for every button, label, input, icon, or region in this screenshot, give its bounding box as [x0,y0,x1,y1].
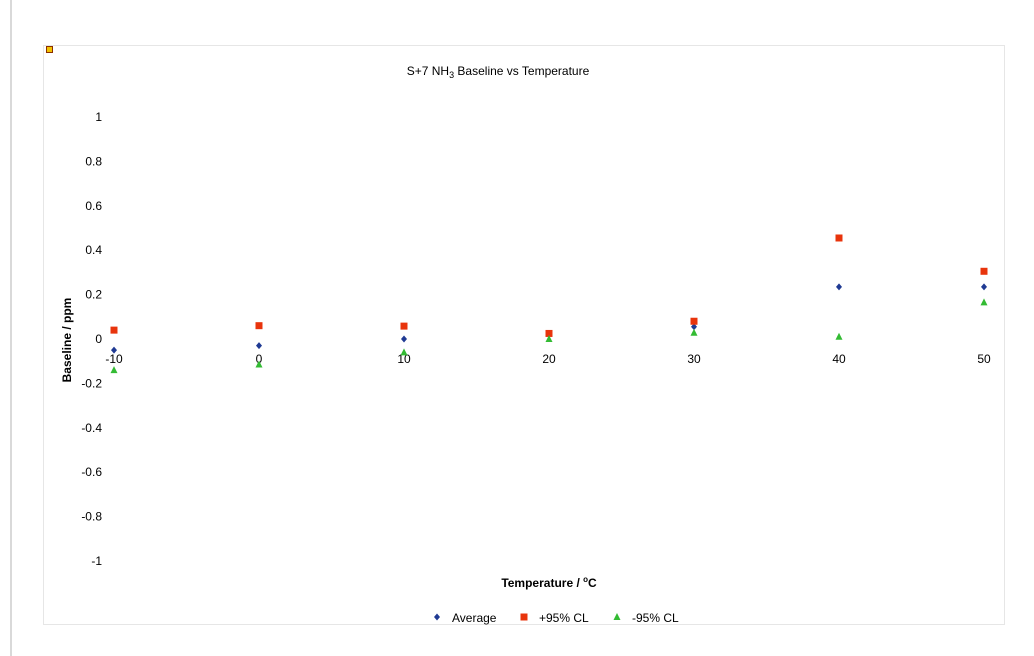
x-tick-label: 20 [542,352,556,366]
y-axis-ticks: 1 0.8 0.6 0.4 0.2 0 -0.2 -0.4 -0.6 -0.8 -1 [81,110,102,568]
y-tick-label: 0.4 [85,243,102,257]
data-point-triangle [835,332,843,340]
legend-label: -95% CL [632,611,679,625]
data-point-diamond [256,342,262,350]
legend-label: +95% CL [539,611,589,625]
x-tick-label: -10 [105,352,123,366]
y-tick-label: -0.6 [81,465,102,479]
data-point-diamond [111,346,117,354]
data-point-square [545,329,553,337]
data-point-square [400,322,408,330]
data-point-square [255,322,263,330]
data-point-square [110,326,118,334]
chart-resize-handle[interactable] [46,46,53,53]
data-point-triangle [690,328,698,336]
legend: Average +95% CL -95% CL [434,611,679,625]
data-point-square [835,234,843,242]
left-divider [10,0,12,656]
x-tick-label: 50 [977,352,991,366]
y-tick-label: -0.2 [81,376,102,390]
data-point-triangle [255,360,263,368]
y-tick-label: 0 [95,332,102,346]
data-point-diamond [401,335,407,343]
y-tick-label: -1 [91,554,102,568]
x-tick-label: 10 [397,352,411,366]
chart-area [43,45,1005,625]
legend-marker-diamond [434,613,440,621]
x-axis-label: Temperature / oC [501,575,597,590]
data-point-square [980,267,988,275]
x-tick-label: 40 [832,352,846,366]
data-point-diamond [981,283,987,291]
data-point-square [690,317,698,325]
data-points [110,234,988,374]
y-tick-label: 0.2 [85,288,102,302]
data-point-triangle [545,335,553,342]
x-tick-label: 0 [256,352,263,366]
data-point-triangle [980,298,988,306]
y-tick-label: 0.8 [85,154,102,168]
data-point-triangle [400,348,408,356]
chart-title: S+7 NH3 Baseline vs Temperature [407,64,590,80]
y-tick-label: -0.4 [81,421,102,435]
legend-label: Average [452,611,497,625]
y-tick-label: -0.8 [81,510,102,524]
y-tick-label: 1 [95,110,102,124]
x-axis-ticks: -10 0 10 20 30 40 50 [105,352,991,366]
legend-marker-square [520,613,528,621]
legend-marker-triangle [613,613,621,620]
data-point-diamond [836,283,842,291]
y-tick-label: 0.6 [85,199,102,213]
data-point-diamond [691,323,697,331]
x-tick-label: 30 [687,352,701,366]
data-point-triangle [110,366,118,374]
y-axis-label: Baseline / ppm [60,298,74,383]
